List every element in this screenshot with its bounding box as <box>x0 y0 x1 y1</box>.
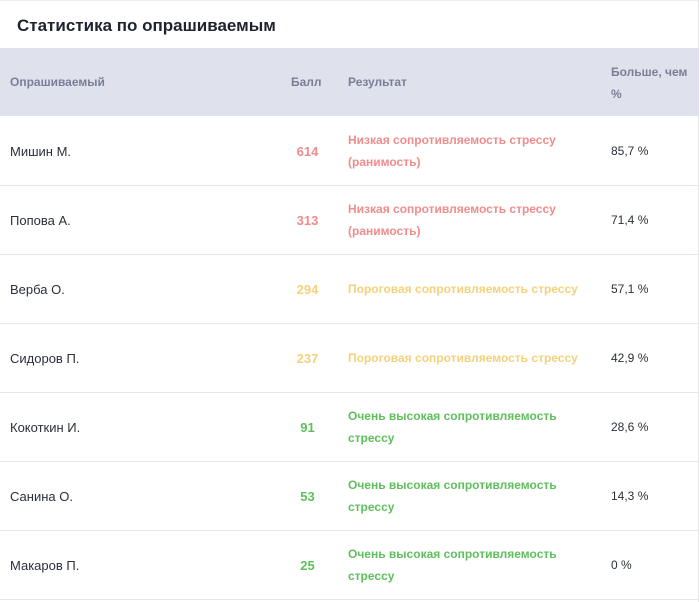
column-header-more-than: Больше, чем % <box>611 65 688 101</box>
respondent-name: Попова А. <box>10 212 71 228</box>
respondent-name: Санина О. <box>10 488 73 504</box>
score-value: 25 <box>300 557 315 573</box>
more-than-percent: 57,1 % <box>611 282 649 296</box>
top-divider <box>0 0 698 1</box>
column-header-respondent: Опрашиваемый <box>10 75 105 89</box>
more-than-percent: 0 % <box>611 558 632 572</box>
result-text: Низкая сопротивляемость стрессу (ранимос… <box>348 133 556 169</box>
score-value: 614 <box>296 143 319 159</box>
more-than-percent: 71,4 % <box>611 213 649 227</box>
result-text: Очень высокая сопротивляемость стрессу <box>348 409 557 445</box>
more-than-percent: 42,9 % <box>611 351 649 365</box>
result-text: Пороговая сопротивляемость стрессу <box>348 351 578 365</box>
more-than-percent: 28,6 % <box>611 420 649 434</box>
table-row: Мишин М. 614 Низкая сопротивляемость стр… <box>0 117 699 186</box>
result-text: Низкая сопротивляемость стрессу (ранимос… <box>348 202 556 238</box>
score-value: 313 <box>296 212 319 228</box>
more-than-percent: 85,7 % <box>611 144 649 158</box>
result-text: Очень высокая сопротивляемость стрессу <box>348 547 557 583</box>
score-value: 91 <box>300 419 315 435</box>
score-value: 294 <box>296 281 319 297</box>
respondent-name: Верба О. <box>10 281 65 297</box>
score-value: 237 <box>296 350 319 366</box>
score-value: 53 <box>300 488 315 504</box>
result-text: Очень высокая сопротивляемость стрессу <box>348 478 557 514</box>
more-than-percent: 14,3 % <box>611 489 649 503</box>
table-row: Макаров П. 25 Очень высокая сопротивляем… <box>0 531 699 600</box>
respondent-name: Сидоров П. <box>10 350 80 366</box>
respondent-name: Мишин М. <box>10 143 72 159</box>
table-header: Опрашиваемый Балл Результат Больше, чем … <box>0 48 699 116</box>
respondent-name: Макаров П. <box>10 557 80 573</box>
page-title: Статистика по опрашиваемым <box>17 16 276 35</box>
result-text: Пороговая сопротивляемость стрессу <box>348 282 578 296</box>
column-header-score: Балл <box>291 75 322 89</box>
table-row: Верба О. 294 Пороговая сопротивляемость … <box>0 255 699 324</box>
respondent-name: Кокоткин И. <box>10 419 81 435</box>
table-row: Санина О. 53 Очень высокая сопротивляемо… <box>0 462 699 531</box>
table-row: Кокоткин И. 91 Очень высокая сопротивляе… <box>0 393 699 462</box>
table-row: Попова А. 313 Низкая сопротивляемость ст… <box>0 186 699 255</box>
table-row: Сидоров П. 237 Пороговая сопротивляемост… <box>0 324 699 393</box>
column-header-result: Результат <box>348 75 407 89</box>
